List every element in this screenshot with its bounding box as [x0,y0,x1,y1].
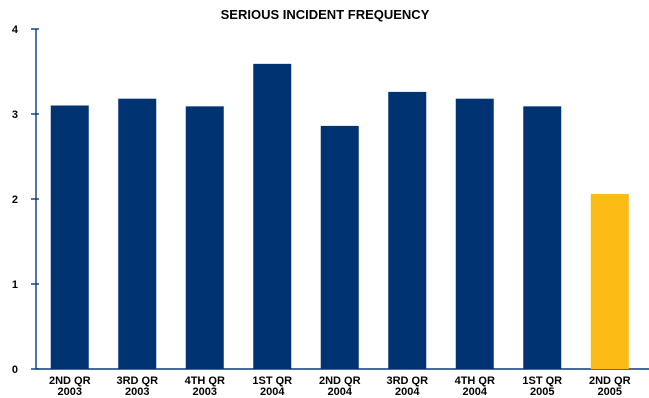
y-tick-label: 3 [12,109,18,121]
bar [320,125,359,370]
chart-title: SERIOUS INCIDENT FREQUENCY [221,7,430,22]
y-tick-label: 4 [12,24,19,36]
x-tick-label-line: 2003 [193,386,217,398]
x-tick-label-line: 2003 [58,386,82,398]
x-tick-label: 3RD QR 2004 [386,375,428,398]
bar [455,98,494,369]
x-tick-label-line: 2004 [395,386,420,398]
bar [118,98,157,369]
x-tick-label: 1ST QR 2005 [522,375,562,398]
x-tick-label-line: 2ND QR [319,375,361,387]
x-tick-label: 2ND QR 2003 [49,375,91,398]
bar [253,63,292,369]
x-tick-label-line: 2005 [598,386,622,398]
x-tick-label: 4TH QR 2004 [455,375,495,398]
x-tick-label-line: 2ND QR [589,375,631,387]
x-tick-label: 3RD QR 2003 [116,375,158,398]
x-tick-label-line: 4TH QR [185,375,225,387]
x-tick-label-line: 2004 [328,386,353,398]
x-tick-label: 4TH QR 2003 [185,375,225,398]
x-tick-label-line: 2005 [530,386,554,398]
x-tick-label-line: 2004 [463,386,488,398]
y-tick-label: 1 [12,279,18,291]
y-tick-label: 0 [12,364,18,376]
x-tick-label: 1ST QR 2004 [252,375,292,398]
x-tick-label-line: 4TH QR [455,375,495,387]
x-tick-label-line: 3RD QR [116,375,158,387]
x-tick-label-line: 2004 [260,386,285,398]
x-tick-label: 2ND QR 2005 [589,375,631,398]
bar [388,91,427,370]
x-tick-label: 2ND QR 2004 [319,375,361,398]
x-tick-label-line: 2ND QR [49,375,91,387]
bar [590,193,629,369]
y-axis: 0 1 2 3 4 [12,24,39,376]
bar [523,106,562,369]
bar-series [50,63,629,370]
x-tick-label-line: 2003 [125,386,149,398]
y-tick-label: 2 [12,194,18,206]
x-tick-label-line: 1ST QR [522,375,562,387]
x-tick-label-line: 1ST QR [252,375,292,387]
x-tick-label-line: 3RD QR [386,375,428,387]
bar [50,105,89,369]
bar [185,106,224,369]
